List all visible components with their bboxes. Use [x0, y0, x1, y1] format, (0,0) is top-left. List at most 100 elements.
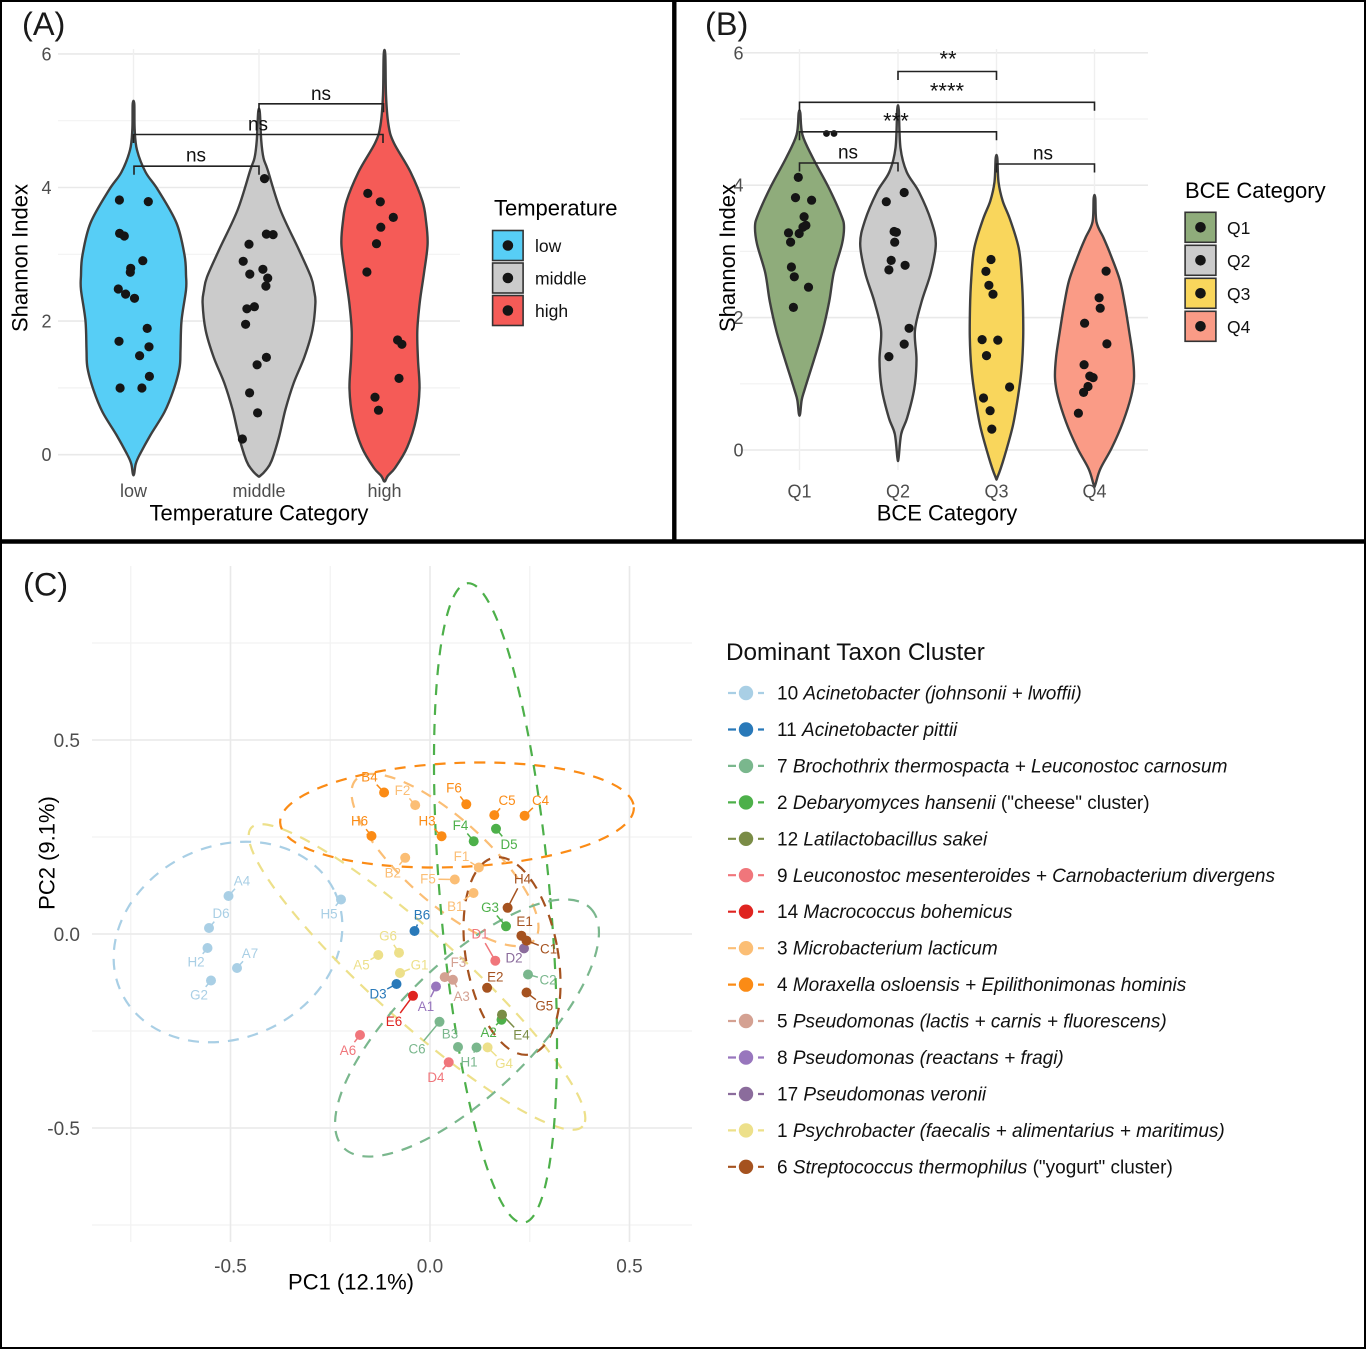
svg-text:C4: C4 [532, 793, 550, 808]
svg-text:0.5: 0.5 [616, 1256, 642, 1277]
svg-text:Q4: Q4 [1082, 482, 1106, 502]
svg-text:A4: A4 [234, 874, 251, 889]
svg-text:F3: F3 [451, 955, 467, 970]
svg-text:A3: A3 [454, 989, 470, 1004]
svg-text:6: 6 [733, 43, 743, 63]
svg-text:A1: A1 [418, 999, 434, 1014]
svg-text:C5: C5 [498, 793, 515, 808]
svg-text:C1: C1 [540, 942, 557, 957]
svg-text:D6: D6 [212, 906, 229, 921]
svg-text:G2: G2 [190, 988, 208, 1003]
svg-text:Temperature Category: Temperature Category [150, 501, 369, 526]
svg-text:2: 2 [733, 308, 743, 328]
svg-text:G1: G1 [411, 958, 429, 973]
svg-text:high: high [367, 481, 401, 501]
svg-text:11 Acinetobacter pittii: 11 Acinetobacter pittii [777, 720, 958, 741]
svg-text:Q3: Q3 [984, 482, 1008, 502]
svg-text:PC2 (9.1%): PC2 (9.1%) [35, 796, 60, 910]
svg-text:12 Latilactobacillus sakei: 12 Latilactobacillus sakei [777, 829, 988, 850]
svg-text:low: low [535, 236, 562, 256]
svg-text:Temperature: Temperature [494, 196, 618, 221]
svg-text:Q1: Q1 [1227, 218, 1250, 238]
svg-text:10 Acinetobacter (johnsonii +: 10 Acinetobacter (johnsonii + lwoffii) [777, 684, 1082, 705]
svg-text:4 Moraxella osloensis + Epilit: 4 Moraxella osloensis + Epilithonimonas … [777, 975, 1187, 996]
svg-text:H5: H5 [320, 907, 337, 922]
svg-text:BCE Category: BCE Category [1185, 178, 1326, 203]
svg-text:2: 2 [41, 312, 51, 332]
svg-text:H4: H4 [514, 872, 532, 887]
svg-text:PC1 (12.1%): PC1 (12.1%) [288, 1270, 414, 1295]
svg-text:C2: C2 [539, 973, 556, 988]
svg-text:H3: H3 [418, 814, 435, 829]
svg-text:0.0: 0.0 [417, 1256, 443, 1277]
svg-text:ns: ns [186, 146, 206, 167]
svg-text:G6: G6 [379, 929, 397, 944]
svg-text:6 Streptococcus thermophilus (: 6 Streptococcus thermophilus ("yogurt" c… [777, 1157, 1173, 1178]
svg-text:****: **** [930, 79, 965, 104]
svg-text:H6: H6 [351, 814, 368, 829]
svg-text:B1: B1 [447, 899, 463, 914]
svg-text:E1: E1 [516, 914, 532, 929]
svg-text:Shannon Index: Shannon Index [8, 184, 33, 332]
svg-text:(C): (C) [23, 567, 68, 603]
svg-text:5 Pseudomonas (lactis + carnis: 5 Pseudomonas (lactis + carnis + fluores… [777, 1012, 1167, 1033]
svg-text:G3: G3 [481, 900, 499, 915]
svg-text:3 Microbacterium lacticum: 3 Microbacterium lacticum [777, 939, 998, 960]
svg-text:C6: C6 [408, 1042, 425, 1057]
svg-text:7 Brochothrix thermospacta + L: 7 Brochothrix thermospacta + Leuconostoc… [777, 756, 1227, 777]
svg-text:6: 6 [41, 44, 51, 64]
svg-text:-0.5: -0.5 [214, 1256, 247, 1277]
svg-text:H1: H1 [460, 1055, 477, 1070]
svg-text:0.5: 0.5 [54, 731, 80, 752]
svg-text:(A): (A) [22, 6, 65, 42]
svg-text:F4: F4 [453, 818, 469, 833]
svg-text:9 Leuconostoc mesenteroides +: 9 Leuconostoc mesenteroides + Carnobacte… [777, 866, 1275, 887]
svg-text:BCE Category: BCE Category [877, 501, 1018, 526]
svg-text:ns: ns [838, 143, 858, 164]
svg-text:middle: middle [232, 481, 285, 501]
svg-text:F5: F5 [420, 872, 436, 887]
svg-text:ns: ns [1033, 144, 1053, 165]
svg-text:middle: middle [535, 269, 587, 289]
svg-text:(B): (B) [705, 6, 748, 42]
svg-text:A6: A6 [340, 1043, 356, 1058]
svg-text:B6: B6 [414, 908, 430, 923]
svg-text:Q2: Q2 [1227, 251, 1250, 271]
svg-text:4: 4 [41, 178, 51, 198]
svg-text:B3: B3 [442, 1027, 458, 1042]
svg-text:A2: A2 [481, 1025, 497, 1040]
svg-text:G5: G5 [535, 999, 553, 1014]
svg-text:1 Psychrobacter (faecalis + al: 1 Psychrobacter (faecalis + alimentarius… [777, 1121, 1225, 1142]
svg-text:0: 0 [41, 445, 51, 465]
svg-text:**: ** [939, 47, 957, 72]
svg-text:F1: F1 [454, 849, 470, 864]
svg-text:Q4: Q4 [1227, 317, 1251, 337]
svg-text:E2: E2 [487, 970, 503, 985]
svg-text:D1: D1 [471, 927, 488, 942]
svg-text:D5: D5 [500, 837, 517, 852]
svg-text:ns: ns [248, 115, 268, 136]
svg-text:low: low [120, 481, 148, 501]
svg-text:ns: ns [311, 84, 331, 105]
svg-text:D2: D2 [505, 951, 522, 966]
svg-text:0.0: 0.0 [54, 925, 80, 946]
svg-text:Shannon Index: Shannon Index [715, 184, 740, 332]
svg-text:G4: G4 [495, 1056, 513, 1071]
svg-text:Dominant Taxon Cluster: Dominant Taxon Cluster [726, 639, 985, 666]
svg-text:B4: B4 [361, 770, 378, 785]
svg-text:A7: A7 [242, 946, 258, 961]
svg-text:14 Macrococcus bohemicus: 14 Macrococcus bohemicus [777, 902, 1013, 923]
svg-text:F6: F6 [446, 781, 462, 796]
svg-text:17 Pseudomonas veronii: 17 Pseudomonas veronii [777, 1085, 987, 1106]
svg-text:4: 4 [733, 176, 743, 196]
svg-text:A5: A5 [353, 958, 369, 973]
svg-text:D4: D4 [427, 1070, 445, 1085]
svg-text:0: 0 [733, 441, 743, 461]
svg-text:B2: B2 [385, 866, 401, 881]
svg-text:high: high [535, 301, 568, 321]
svg-text:Q1: Q1 [787, 482, 811, 502]
svg-text:E4: E4 [513, 1028, 530, 1043]
svg-text:Q3: Q3 [1227, 284, 1250, 304]
svg-text:F2: F2 [395, 783, 411, 798]
svg-text:E6: E6 [386, 1014, 402, 1029]
